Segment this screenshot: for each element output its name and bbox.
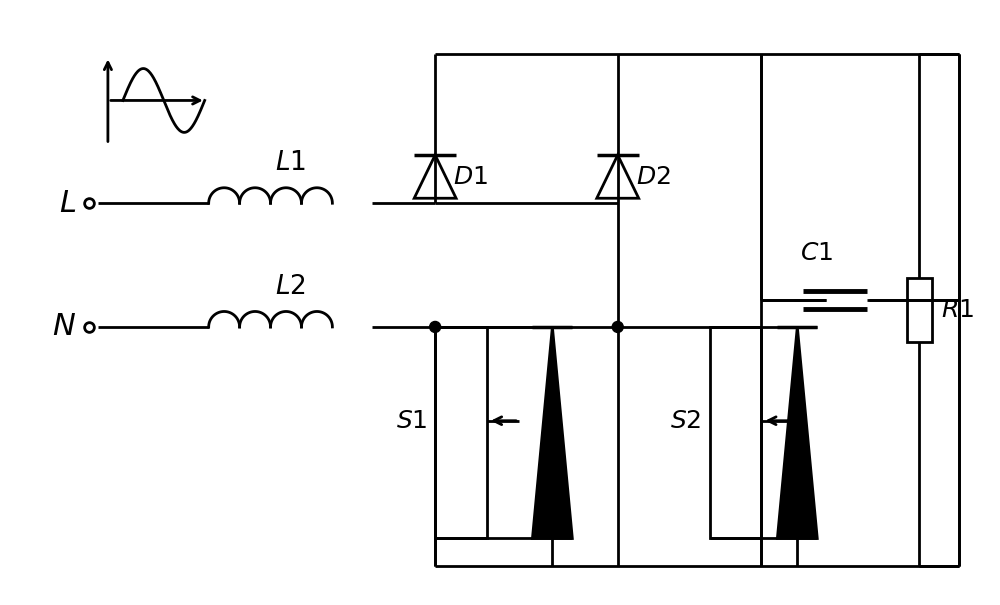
Circle shape: [612, 321, 623, 332]
Text: $L$: $L$: [59, 189, 76, 218]
Text: $C1$: $C1$: [800, 241, 833, 265]
Text: $S2$: $S2$: [670, 409, 702, 433]
Circle shape: [430, 321, 441, 332]
Text: $L1$: $L1$: [275, 150, 306, 176]
Text: $D1$: $D1$: [453, 165, 488, 189]
Polygon shape: [532, 327, 572, 538]
Text: $D2$: $D2$: [636, 165, 670, 189]
Bar: [907, 278, 932, 342]
Bar: [710, 327, 761, 538]
Polygon shape: [777, 327, 817, 538]
Text: $R1$: $R1$: [941, 298, 974, 322]
Text: $S1$: $S1$: [396, 409, 427, 433]
Bar: [435, 327, 487, 538]
Text: $L2$: $L2$: [275, 274, 306, 300]
Text: $N$: $N$: [52, 312, 76, 341]
